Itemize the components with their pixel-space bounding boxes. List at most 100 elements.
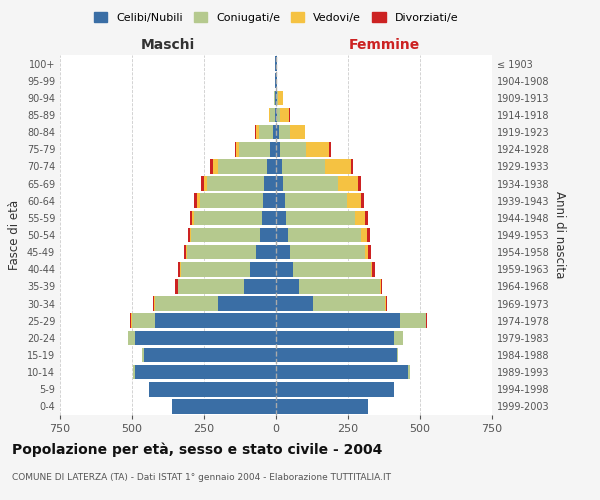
Bar: [276, 330, 394, 345]
Bar: [380, 279, 382, 293]
Bar: [299, 279, 380, 293]
Bar: [361, 194, 364, 208]
Bar: [329, 142, 331, 156]
Bar: [276, 108, 277, 122]
Bar: [293, 262, 371, 276]
Bar: [142, 348, 143, 362]
Bar: [263, 194, 276, 208]
Bar: [218, 159, 268, 174]
Bar: [175, 279, 178, 293]
Bar: [358, 176, 361, 191]
Bar: [212, 159, 218, 174]
Y-axis label: Anni di nascita: Anni di nascita: [553, 192, 566, 278]
Bar: [236, 142, 239, 156]
Bar: [149, 382, 276, 396]
Bar: [197, 194, 200, 208]
Bar: [265, 176, 276, 191]
Bar: [275, 108, 276, 122]
Bar: [276, 314, 400, 328]
Bar: [132, 314, 155, 328]
Bar: [287, 228, 361, 242]
Bar: [190, 228, 191, 242]
Bar: [276, 142, 280, 156]
Bar: [128, 330, 135, 345]
Legend: Celibi/Nubili, Coniugati/e, Vedovi/e, Divorziati/e: Celibi/Nubili, Coniugati/e, Vedovi/e, Di…: [89, 8, 463, 28]
Bar: [385, 296, 386, 311]
Bar: [280, 142, 306, 156]
Bar: [276, 262, 293, 276]
Bar: [194, 194, 197, 208]
Bar: [361, 228, 367, 242]
Bar: [155, 296, 218, 311]
Bar: [260, 228, 276, 242]
Bar: [268, 159, 276, 174]
Bar: [283, 176, 338, 191]
Bar: [355, 210, 365, 225]
Bar: [259, 125, 273, 140]
Bar: [207, 176, 265, 191]
Bar: [276, 159, 282, 174]
Bar: [256, 245, 276, 260]
Bar: [239, 142, 270, 156]
Bar: [338, 176, 358, 191]
Bar: [371, 262, 373, 276]
Bar: [365, 245, 368, 260]
Bar: [276, 228, 287, 242]
Bar: [274, 90, 275, 105]
Bar: [278, 90, 283, 105]
Bar: [181, 262, 250, 276]
Bar: [277, 90, 278, 105]
Bar: [276, 176, 283, 191]
Y-axis label: Fasce di età: Fasce di età: [8, 200, 21, 270]
Bar: [153, 296, 154, 311]
Bar: [394, 330, 403, 345]
Bar: [270, 108, 275, 122]
Bar: [397, 348, 398, 362]
Bar: [373, 262, 375, 276]
Bar: [351, 159, 353, 174]
Bar: [280, 108, 289, 122]
Bar: [276, 348, 397, 362]
Bar: [284, 194, 347, 208]
Bar: [256, 125, 259, 140]
Bar: [276, 279, 299, 293]
Bar: [201, 176, 204, 191]
Bar: [218, 296, 276, 311]
Bar: [325, 159, 351, 174]
Bar: [347, 194, 361, 208]
Bar: [204, 176, 207, 191]
Bar: [276, 194, 284, 208]
Bar: [135, 365, 276, 380]
Bar: [250, 262, 276, 276]
Bar: [130, 314, 131, 328]
Bar: [193, 210, 194, 225]
Bar: [277, 108, 280, 122]
Bar: [200, 194, 263, 208]
Bar: [143, 348, 276, 362]
Bar: [133, 365, 135, 380]
Bar: [276, 245, 290, 260]
Bar: [191, 228, 260, 242]
Bar: [286, 210, 355, 225]
Bar: [276, 90, 277, 105]
Bar: [313, 296, 385, 311]
Bar: [276, 296, 313, 311]
Bar: [194, 210, 262, 225]
Bar: [188, 228, 190, 242]
Bar: [386, 296, 387, 311]
Bar: [273, 125, 276, 140]
Bar: [211, 159, 212, 174]
Text: COMUNE DI LATERZA (TA) - Dati ISTAT 1° gennaio 2004 - Elaborazione TUTTITALIA.IT: COMUNE DI LATERZA (TA) - Dati ISTAT 1° g…: [12, 472, 391, 482]
Bar: [282, 159, 325, 174]
Text: Popolazione per età, sesso e stato civile - 2004: Popolazione per età, sesso e stato civil…: [12, 442, 382, 457]
Bar: [367, 228, 370, 242]
Text: Femmine: Femmine: [349, 38, 419, 52]
Bar: [275, 90, 276, 105]
Bar: [276, 399, 368, 413]
Bar: [409, 365, 410, 380]
Bar: [276, 382, 394, 396]
Bar: [306, 142, 329, 156]
Bar: [368, 245, 371, 260]
Bar: [400, 314, 426, 328]
Bar: [276, 365, 409, 380]
